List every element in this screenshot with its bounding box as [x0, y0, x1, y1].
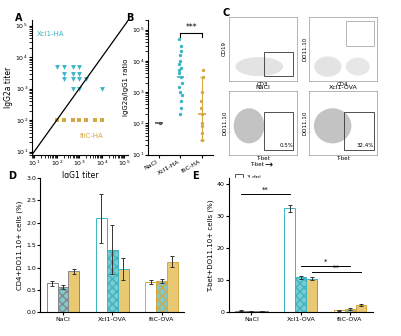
Point [176, 111, 183, 117]
Text: 32.4%: 32.4% [356, 143, 374, 148]
Point [199, 130, 205, 135]
Text: D: D [8, 171, 16, 181]
Bar [264, 52, 294, 76]
X-axis label: T-bet: T-bet [336, 156, 350, 161]
Bar [96, 218, 107, 312]
Text: **: ** [262, 186, 269, 193]
Point [157, 121, 163, 126]
Bar [246, 311, 257, 312]
Point [198, 121, 205, 126]
Ellipse shape [314, 108, 351, 143]
Point [178, 43, 184, 49]
Bar [167, 262, 178, 312]
Point [176, 61, 182, 67]
Point [199, 111, 206, 117]
Text: C: C [223, 8, 230, 18]
Y-axis label: IgG2a titer: IgG2a titer [4, 67, 12, 108]
Text: 0.5%: 0.5% [279, 143, 294, 148]
Point [199, 89, 205, 95]
Bar [295, 277, 306, 312]
Bar [156, 281, 167, 312]
Text: B: B [126, 13, 133, 24]
Bar [344, 112, 374, 150]
Title: Xcl1-OVA: Xcl1-OVA [328, 85, 357, 90]
Bar [68, 271, 79, 312]
Point [179, 80, 185, 85]
Ellipse shape [346, 58, 370, 76]
Bar [264, 112, 294, 150]
Point [178, 65, 184, 71]
Bar [107, 250, 118, 312]
Text: E: E [192, 171, 199, 181]
Point [199, 75, 206, 80]
Bar [345, 309, 356, 312]
Bar [57, 287, 68, 312]
Point [176, 84, 182, 89]
Text: fliC-HA: fliC-HA [80, 133, 104, 139]
Y-axis label: CD4+DO11.10+ cells (%): CD4+DO11.10+ cells (%) [17, 201, 23, 290]
Point [176, 36, 182, 42]
Y-axis label: DO11.10: DO11.10 [302, 37, 308, 61]
Y-axis label: T-bet+DO11.10+ cells (%): T-bet+DO11.10+ cells (%) [207, 199, 214, 292]
Bar [284, 208, 295, 312]
Bar [47, 283, 57, 312]
Ellipse shape [314, 56, 342, 77]
X-axis label: CD4: CD4 [337, 82, 348, 87]
Text: ***: *** [185, 23, 197, 32]
Bar [356, 305, 367, 312]
Point [198, 124, 205, 129]
Point [200, 68, 207, 73]
Point [198, 137, 205, 142]
Point [177, 89, 184, 95]
Point [178, 49, 184, 54]
Bar [235, 311, 246, 312]
Point [178, 99, 184, 104]
Bar [145, 282, 156, 312]
Legend: 3 dpi, 5 dpi, 7 dpi: 3 dpi, 5 dpi, 7 dpi [232, 172, 263, 199]
Y-axis label: CD19: CD19 [222, 41, 227, 56]
Y-axis label: DO11.10: DO11.10 [302, 111, 308, 135]
Text: T-bet: T-bet [250, 162, 263, 167]
Text: Xcl1-HA: Xcl1-HA [37, 31, 65, 37]
X-axis label: IgG1 titer: IgG1 titer [62, 171, 99, 180]
Ellipse shape [235, 57, 283, 76]
Title: NaCl: NaCl [255, 85, 270, 90]
Point [178, 75, 184, 80]
Point [176, 58, 183, 64]
Bar [306, 279, 317, 312]
Bar [118, 269, 129, 312]
X-axis label: T-bet: T-bet [256, 156, 269, 161]
Bar [346, 21, 374, 46]
Point [176, 68, 182, 73]
Ellipse shape [234, 108, 264, 143]
Text: **: ** [333, 265, 340, 271]
Point [176, 71, 182, 76]
Point [178, 106, 184, 111]
Text: *: * [324, 258, 327, 264]
Text: →: → [265, 160, 273, 170]
X-axis label: CD3: CD3 [257, 82, 268, 87]
Text: A: A [15, 13, 22, 24]
Y-axis label: DO11.10: DO11.10 [222, 111, 227, 135]
Point [177, 53, 184, 58]
Y-axis label: IgG2a/IgG1 ratio: IgG2a/IgG1 ratio [123, 59, 129, 116]
Point [178, 92, 185, 98]
Point [198, 106, 205, 111]
Bar [257, 311, 268, 312]
Point [197, 99, 204, 104]
Bar [334, 310, 345, 312]
